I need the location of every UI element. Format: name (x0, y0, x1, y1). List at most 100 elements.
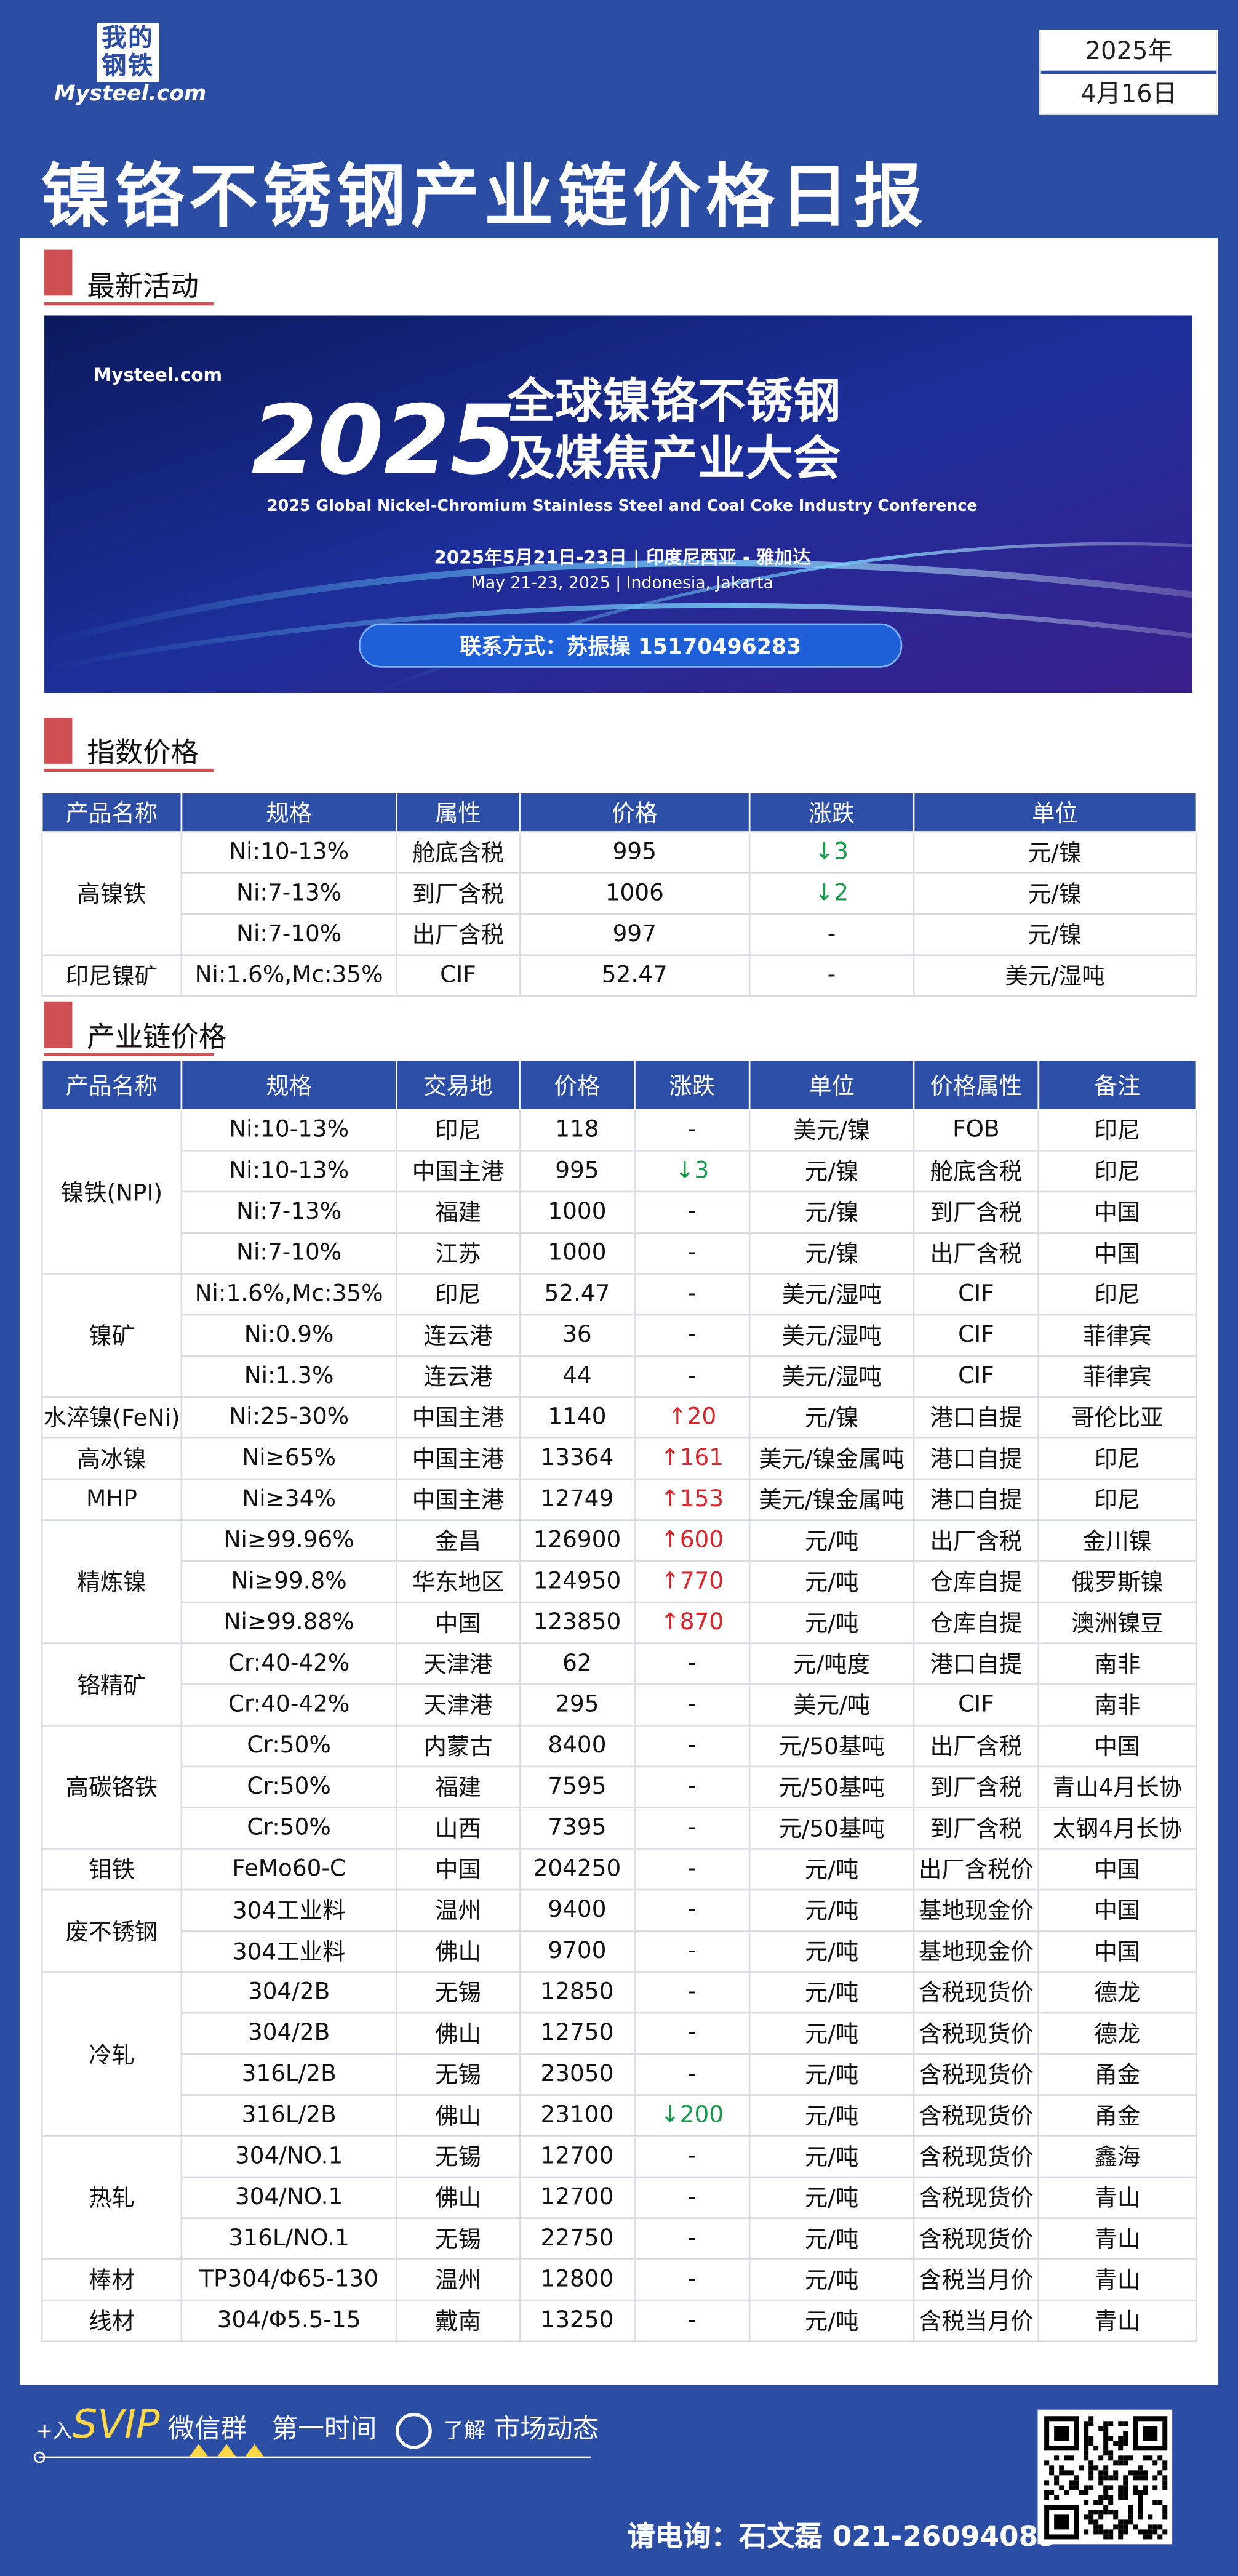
section-heading: 最新活动 (87, 271, 199, 304)
group: 微信群 (168, 2412, 247, 2444)
qr-module (1054, 2495, 1060, 2500)
cell: 12750 (519, 2012, 636, 2055)
qr-module (1162, 2485, 1168, 2490)
cell: 中国 (1037, 1847, 1197, 1891)
cell: ↑770 (634, 1560, 751, 1603)
qr-module (1093, 2510, 1099, 2515)
cell: 无锡 (396, 2053, 521, 2096)
cell: 62 (519, 1642, 636, 1685)
qr-module (1123, 2436, 1128, 2441)
date: 4月16日 (1040, 70, 1217, 114)
qr-module (1123, 2475, 1128, 2481)
table-row: 精炼镍 Ni≥99.96% 金昌 126900 ↑600 元/吨 出厂含税 金川镍 (41, 1519, 1197, 1645)
table-row: 高镍铁 Ni:10-13% 舱底含税 995 ↓3 元/镍 (41, 831, 1197, 957)
cell: 美元/湿吨 (748, 1355, 915, 1398)
cell: 304/2B (180, 2012, 397, 2055)
column-header: 规格 (180, 1059, 397, 1110)
table-row: Cr:50% 福建 7595- 元/50基吨 到厂含税 青山4月长协 (42, 1765, 1197, 1808)
qr-module (1128, 2455, 1133, 2461)
qr-module (1108, 2529, 1114, 2535)
qr-module (1118, 2446, 1124, 2451)
table-row: 304/2B 佛山 12750- 元/吨 含税现货价 德龙 (42, 2012, 1197, 2055)
qr-module (1152, 2524, 1158, 2530)
date-box: 2025年 4月16日 (1039, 30, 1218, 115)
cell: 出厂含税 (913, 1724, 1040, 1768)
qr-finder (1054, 2426, 1069, 2441)
cell: 菲律宾 (1037, 1314, 1197, 1357)
qr-module (1123, 2460, 1128, 2466)
cell: 青山 (1037, 2217, 1197, 2260)
cell: 含税现货价 (913, 2217, 1040, 2260)
qr-module (1069, 2480, 1074, 2486)
join: +入 (36, 2419, 73, 2442)
cell: TP304/Φ65-130 (180, 2258, 397, 2301)
qr-module (1103, 2465, 1109, 2471)
qr-module (1059, 2485, 1064, 2490)
qr-module (1098, 2426, 1104, 2431)
qr-module (1113, 2441, 1119, 2446)
qr-module (1098, 2510, 1104, 2515)
qr-module (1103, 2441, 1109, 2446)
cell: 元/镍 (913, 913, 1197, 957)
qr-module (1103, 2485, 1109, 2490)
cell: 甬金 (1037, 2094, 1197, 2137)
cell: - (634, 1273, 751, 1316)
qr-module (1103, 2470, 1109, 2476)
cell: 元/镍 (748, 1232, 915, 1275)
cell: 港口自提 (913, 1437, 1040, 1480)
learn: 了解 (442, 2419, 486, 2444)
cell: 元/镍 (748, 1149, 915, 1193)
cell: 温州 (396, 1888, 521, 1932)
cell: 元/镍 (748, 1190, 915, 1234)
qr-module (1064, 2470, 1069, 2476)
qr-module (1054, 2480, 1060, 2486)
cell: 元/吨 (748, 2012, 915, 2055)
table-row: Cr:40-42% 天津港 295- 美元/吨 CIF 南非 (42, 1683, 1197, 1727)
header-row: 产品名称 规格 属性 价格 涨跌 单位 (41, 792, 1197, 833)
qr-module (1143, 2485, 1148, 2490)
table-row: Cr:50% 山西 7395- 元/50基吨 到厂含税 太钢4月长协 (42, 1807, 1197, 1850)
cell: 中国 (1037, 1930, 1197, 1973)
qr-module (1079, 2490, 1084, 2495)
table-row: 水淬镍(FeNi) Ni:25-30% 中国主港 1140 ↑20 元/镍 港口自提 哥伦比亚 (41, 1396, 1197, 1439)
qr-module (1088, 2416, 1094, 2422)
qr-module (1133, 2470, 1138, 2476)
cell: - (634, 1190, 751, 1234)
qr-module (1108, 2475, 1114, 2481)
qr-module (1088, 2510, 1094, 2515)
cell: 23100 (519, 2094, 636, 2137)
qr-module (1148, 2524, 1153, 2530)
cell: 元/吨 (748, 2176, 915, 2220)
qr-module (1049, 2490, 1055, 2495)
qr-module (1103, 2510, 1109, 2515)
phone: 021-26094089 (832, 2521, 1058, 2554)
qr-module (1088, 2475, 1094, 2481)
product-name: 热轧 (41, 2135, 183, 2260)
cell: 元/镍 (748, 1396, 915, 1439)
cell: 中国 (1037, 1190, 1197, 1234)
qr-module (1088, 2514, 1094, 2520)
cell: Ni:7-13% (180, 1190, 397, 1234)
cell: 内蒙古 (396, 1724, 521, 1768)
qr-module (1118, 2524, 1124, 2530)
cell: - (634, 1355, 751, 1398)
cell: 304/2B (180, 1971, 397, 2014)
chain-price-table: 产品名称 规格 交易地 价格 涨跌 单位 价格属性 备注 镍铁(NPI) Ni:10-13% 印尼 1… (41, 1059, 1197, 2343)
qr-module (1162, 2505, 1168, 2510)
qr-module (1138, 2510, 1143, 2515)
qr-module (1157, 2524, 1163, 2530)
qr-module (1118, 2534, 1124, 2540)
qr-module (1049, 2470, 1055, 2476)
cell: Cr:50% (180, 1724, 397, 1768)
cell: 哥伦比亚 (1037, 1396, 1197, 1439)
banner-year: 2025 (251, 385, 516, 496)
cell: ↑20 (634, 1396, 751, 1439)
cell: 元/镍 (913, 831, 1197, 874)
qr-module (1084, 2441, 1089, 2446)
qr-module (1103, 2426, 1109, 2431)
qr-module (1118, 2519, 1124, 2525)
qr-module (1093, 2524, 1099, 2530)
qr-module (1088, 2441, 1094, 2446)
banner-date-en: May 21-23, 2025 | Indonesia, Jakarta (471, 573, 773, 592)
cell: 连云港 (396, 1355, 521, 1398)
